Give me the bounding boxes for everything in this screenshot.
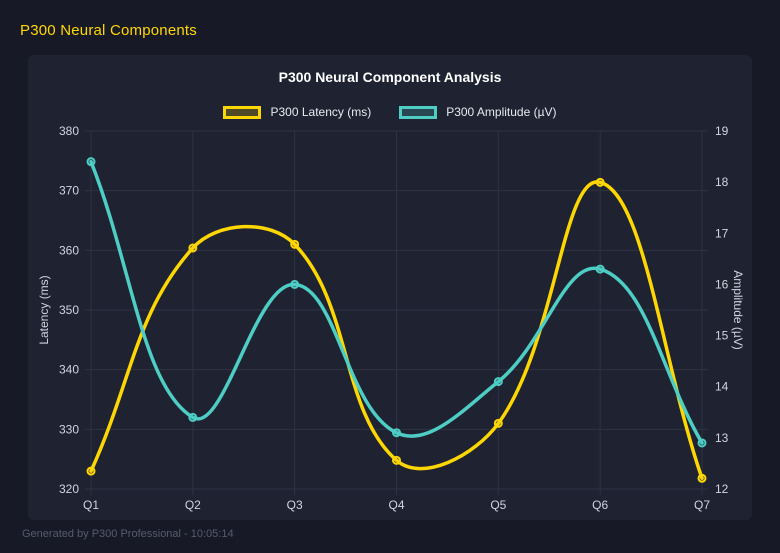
latency-point-Q7[interactable]: [697, 473, 707, 483]
left-axis-tick: 370: [59, 184, 79, 198]
right-axis-tick: 17: [715, 226, 729, 240]
left-axis-tick: 320: [59, 482, 79, 496]
amplitude-point-Q5[interactable]: [493, 377, 503, 387]
right-axis-tick: 18: [715, 175, 729, 189]
left-axis-tick: 330: [59, 422, 79, 436]
legend-swatch-latency: [223, 105, 262, 119]
x-axis-label: Q4: [388, 498, 404, 512]
left-axis-title: Latency (ms): [37, 275, 51, 344]
footer-status: Generated by P300 Professional - 10:05:1…: [22, 528, 234, 540]
amplitude-point-Q6[interactable]: [595, 264, 605, 274]
latency-point-Q6[interactable]: [595, 177, 605, 187]
x-axis-label: Q1: [83, 498, 99, 512]
left-axis-tick: 350: [59, 303, 79, 317]
chart-legend: P300 Latency (ms) P300 Amplitude (µV): [28, 102, 752, 122]
right-axis-tick: 14: [715, 380, 729, 394]
amplitude-point-Q7[interactable]: [697, 438, 707, 448]
amplitude-point-Q4[interactable]: [392, 428, 401, 438]
latency-point-Q4[interactable]: [392, 455, 401, 465]
legend-label-latency: P300 Latency (ms): [270, 105, 372, 119]
left-axis-tick: 380: [59, 124, 79, 138]
latency-point-Q5[interactable]: [493, 418, 503, 428]
right-axis-title: Amplitude (µV): [731, 270, 745, 350]
legend-item-latency[interactable]: P300 Latency (ms): [223, 105, 371, 119]
left-axis-tick: 340: [59, 363, 79, 377]
amplitude-point-Q1[interactable]: [86, 157, 96, 167]
x-axis-label: Q3: [287, 498, 303, 512]
latency-point-Q3[interactable]: [290, 239, 300, 249]
amplitude-point-Q3[interactable]: [290, 279, 300, 289]
latency-point-Q1[interactable]: [86, 466, 96, 476]
left-axis-tick: 360: [59, 243, 79, 257]
latency-line[interactable]: [89, 180, 704, 481]
legend-item-amplitude[interactable]: P300 Amplitude (µV): [399, 105, 557, 119]
amplitude-line[interactable]: [89, 159, 704, 445]
right-axis-tick: 16: [715, 277, 729, 291]
page-title: P300 Neural Components: [20, 22, 198, 39]
right-axis-tick: 15: [715, 329, 729, 343]
chart-card: P300 Neural Component Analysis P300 Late…: [28, 55, 752, 520]
legend-label-amplitude: P300 Amplitude (µV): [446, 105, 557, 119]
legend-swatch-amplitude: [399, 105, 438, 119]
x-axis-label: Q2: [185, 498, 201, 512]
x-axis-label: Q7: [694, 498, 710, 512]
x-axis-label: Q5: [490, 498, 506, 512]
x-axis-label: Q6: [592, 498, 608, 512]
amplitude-point-Q2[interactable]: [188, 412, 198, 422]
chart-plot[interactable]: 320 330 340 350 360 370 380 12 13 14 15 16 17 18 19 Q1 Q…: [28, 55, 752, 520]
right-axis-tick: 12: [715, 482, 729, 496]
chart-title: P300 Neural Component Analysis: [278, 69, 502, 85]
right-axis-tick: 19: [715, 124, 729, 138]
latency-point-Q2[interactable]: [188, 243, 198, 253]
right-axis-tick: 13: [715, 431, 729, 445]
